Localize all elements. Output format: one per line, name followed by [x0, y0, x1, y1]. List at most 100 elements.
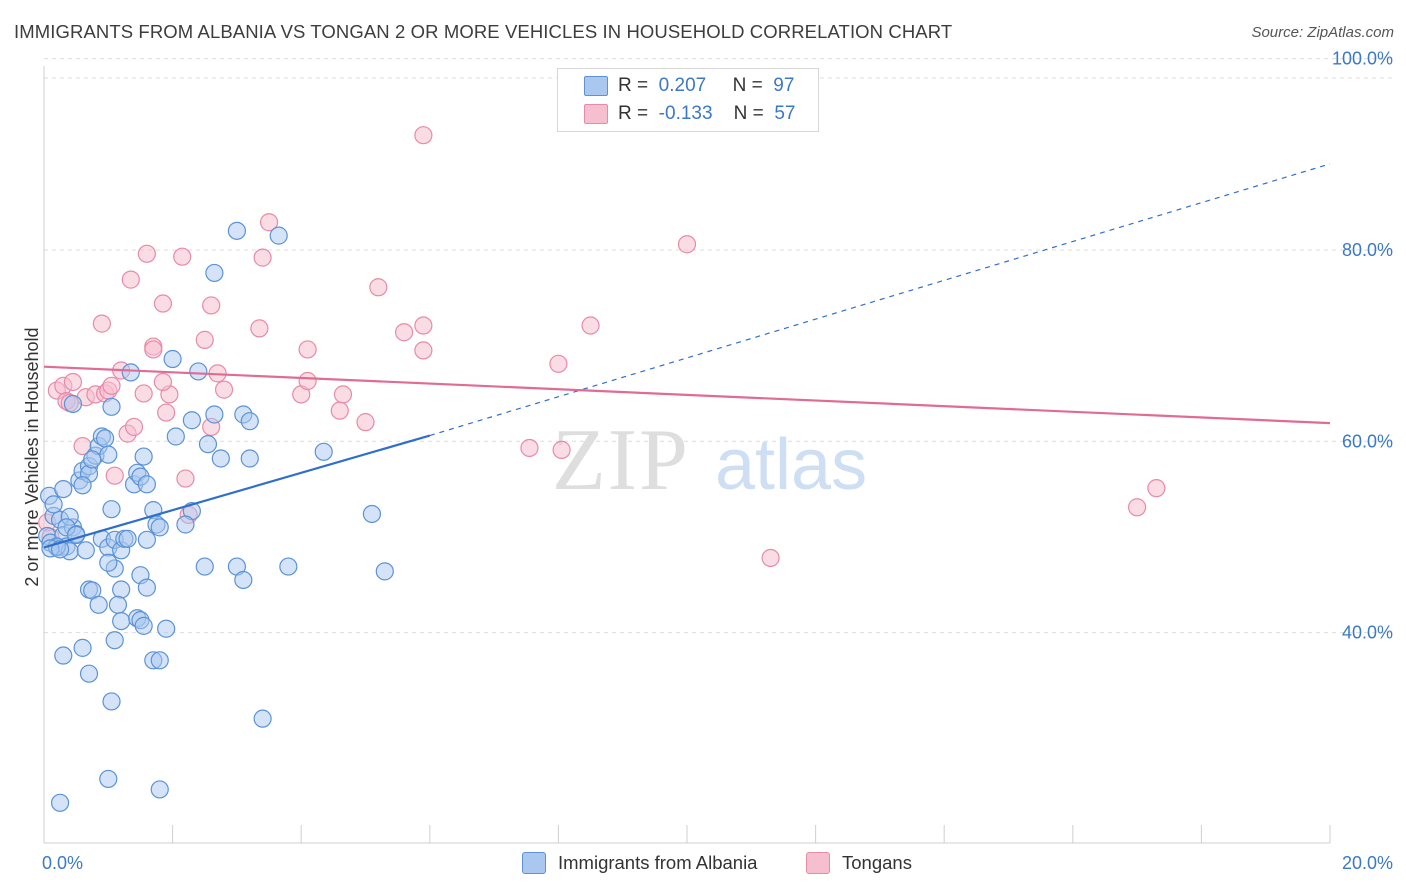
albania-point: [205, 405, 224, 424]
tongan-point: [214, 380, 234, 399]
albania-point: [137, 530, 156, 549]
albania-point: [189, 362, 208, 381]
albania-point: [234, 570, 253, 590]
legend-r-value-albania: 0.207: [658, 75, 707, 96]
albania-point: [279, 557, 298, 576]
tongan-point: [414, 316, 433, 335]
albania-point: [137, 578, 156, 597]
tongan-point: [330, 401, 349, 420]
tongan-point: [520, 438, 539, 458]
tongan-point: [549, 354, 568, 373]
watermark-atlas: atlas: [715, 425, 867, 505]
y-tick-label: 100.0%: [1332, 49, 1393, 69]
tongan-point: [298, 371, 317, 391]
legend-n-label: N =: [732, 75, 763, 96]
tongan-point: [137, 244, 156, 263]
albania-trend-extension: [429, 163, 1331, 437]
tongan-point: [414, 341, 433, 360]
albania-point: [240, 449, 259, 468]
tongan-point: [153, 294, 173, 313]
albania-point: [54, 479, 73, 499]
tongan-point: [259, 213, 279, 232]
tongan-point: [1147, 479, 1166, 498]
tongan-point: [552, 440, 571, 459]
legend-r-value-tongan: -0.133: [658, 103, 713, 124]
chart-title: IMMIGRANTS FROM ALBANIA VS TONGAN 2 OR M…: [14, 21, 953, 42]
albania-trend-line: [43, 434, 431, 549]
albania-point: [108, 595, 128, 614]
legend-row-albania: R = 0.207 N = 97: [584, 74, 794, 98]
albania-point: [102, 692, 121, 711]
watermark-zip: ZIP: [552, 412, 690, 509]
tongan-point: [121, 270, 140, 289]
bottom-legend-tongan: Tongans: [806, 850, 912, 876]
y-tick-label: 80.0%: [1342, 240, 1393, 260]
tongan-point: [173, 247, 192, 266]
albania-point: [112, 580, 131, 599]
stats-legend: R = 0.207 N = 97 R = -0.133 N = 57: [557, 68, 819, 132]
albania-point: [102, 397, 121, 416]
y-tick-label: 60.0%: [1342, 431, 1393, 451]
tongan-point: [157, 403, 176, 422]
tongan-trend-line: [43, 365, 1331, 425]
legend-row-tongan: R = -0.133 N = 57: [584, 102, 795, 126]
albania-point: [163, 349, 182, 369]
trend-lines: [43, 163, 1331, 549]
x-tick-label: 20.0%: [1342, 853, 1393, 873]
tongan-point: [195, 330, 214, 349]
albania-point: [157, 619, 176, 638]
albania-point: [83, 450, 102, 469]
grid-lines: [44, 58, 1392, 634]
albania-point: [105, 631, 124, 650]
tongan-point: [1127, 498, 1147, 517]
albania-point: [54, 646, 73, 665]
tongan-point: [581, 316, 600, 335]
albania-point: [50, 793, 70, 812]
bottom-swatch-tongan: [806, 852, 830, 874]
bottom-swatch-albania: [522, 852, 546, 874]
tongan-point: [761, 548, 780, 568]
legend-r-label: R =: [618, 75, 649, 96]
tongan-point: [153, 372, 173, 392]
tongan-point: [102, 376, 121, 395]
tongan-point: [253, 248, 272, 267]
bottom-label-tongan: Tongans: [842, 852, 912, 873]
albania-point: [73, 638, 92, 657]
y-tick-label: 40.0%: [1342, 623, 1393, 643]
albania-point: [150, 518, 169, 537]
tongan-point: [144, 340, 163, 359]
legend-n-label: N =: [733, 103, 764, 124]
albania-point: [166, 427, 185, 446]
tongan-point: [124, 417, 144, 437]
tongan-point: [92, 314, 111, 333]
albania-point: [198, 435, 218, 454]
tongan-point: [333, 385, 353, 404]
tongan-point: [250, 319, 269, 338]
legend-r-label: R =: [618, 103, 649, 124]
albania-point: [182, 411, 201, 430]
albania-point: [227, 221, 246, 240]
x-tick-label: 0.0%: [42, 853, 83, 873]
albania-point: [112, 611, 131, 631]
albania-point: [134, 447, 153, 466]
albania-point: [253, 709, 272, 728]
albania-point: [89, 595, 108, 614]
tongan-point: [414, 126, 433, 145]
albania-point: [269, 226, 288, 245]
tongan-point: [202, 296, 221, 315]
albania-point: [205, 263, 224, 283]
axes: [43, 66, 1331, 844]
albania-point: [73, 476, 92, 495]
bottom-legend-albania: Immigrants from Albania: [522, 850, 757, 876]
y-axis-title: 2 or more Vehicles in Household: [22, 327, 42, 586]
albania-point: [176, 515, 195, 534]
albania-point: [95, 429, 115, 448]
albania-point: [150, 651, 169, 670]
albania-point: [63, 394, 83, 414]
albania-point: [79, 664, 99, 683]
tongan-point: [105, 466, 124, 485]
albania-point: [99, 445, 118, 464]
albania-point: [121, 363, 140, 382]
legend-swatch-tongan: [584, 104, 608, 124]
